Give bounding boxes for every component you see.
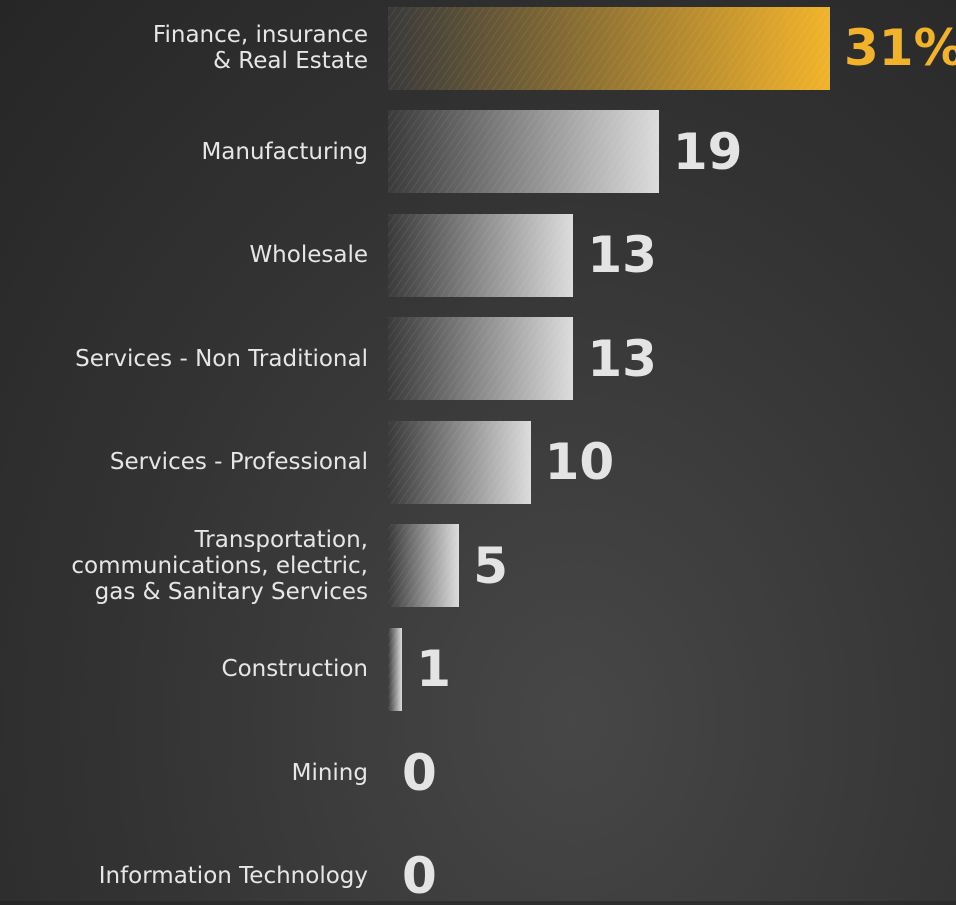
category-label: Services - Non Traditional	[75, 345, 368, 372]
category-label: Mining	[291, 759, 368, 786]
category-label: Information Technology	[98, 863, 368, 889]
bar	[388, 6, 830, 90]
value-label: 13	[587, 329, 657, 388]
value-label: 19	[672, 122, 743, 181]
bar	[388, 420, 531, 504]
bar	[388, 317, 574, 400]
value-label: 1	[416, 640, 452, 698]
value-label: 5	[473, 536, 509, 595]
category-label: Construction	[221, 656, 368, 682]
category-label: Wholesale	[249, 242, 368, 268]
bar	[388, 627, 403, 711]
bar	[388, 213, 574, 297]
category-label: Transportation, communications, electric…	[71, 526, 368, 605]
value-label: 13	[587, 226, 657, 284]
value-label: 31%	[844, 19, 956, 77]
category-label: Finance, insurance & Real Estate	[152, 22, 368, 74]
bar	[388, 524, 460, 607]
category-label: Services - Professional	[109, 449, 368, 475]
value-label: 0	[402, 743, 437, 802]
value-label: 0	[402, 847, 437, 905]
value-label: 10	[544, 433, 615, 491]
bar	[388, 110, 659, 193]
category-label: Manufacturing	[201, 138, 368, 165]
